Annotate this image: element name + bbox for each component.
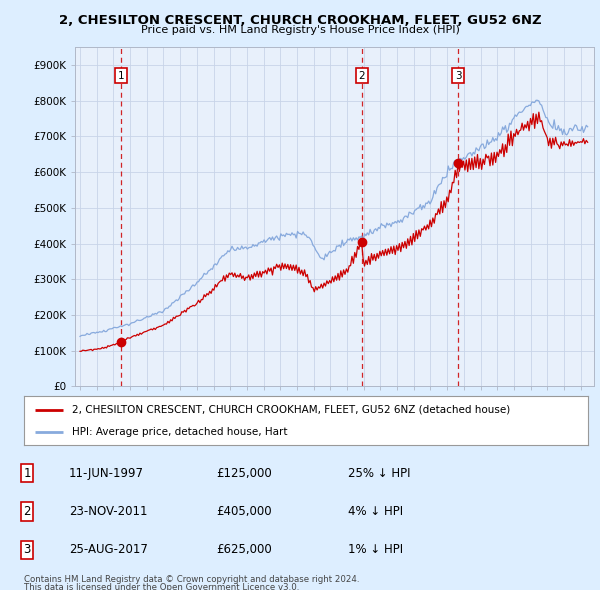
Text: This data is licensed under the Open Government Licence v3.0.: This data is licensed under the Open Gov… (24, 583, 299, 590)
Text: 1% ↓ HPI: 1% ↓ HPI (348, 543, 403, 556)
Text: 11-JUN-1997: 11-JUN-1997 (69, 467, 144, 480)
Text: 4% ↓ HPI: 4% ↓ HPI (348, 505, 403, 518)
Text: 2: 2 (23, 505, 31, 518)
Text: 3: 3 (455, 71, 461, 81)
Text: 23-NOV-2011: 23-NOV-2011 (69, 505, 148, 518)
Text: 2, CHESILTON CRESCENT, CHURCH CROOKHAM, FLEET, GU52 6NZ (detached house): 2, CHESILTON CRESCENT, CHURCH CROOKHAM, … (72, 405, 510, 415)
Text: 25-AUG-2017: 25-AUG-2017 (69, 543, 148, 556)
Text: HPI: Average price, detached house, Hart: HPI: Average price, detached house, Hart (72, 427, 287, 437)
Text: £125,000: £125,000 (216, 467, 272, 480)
Text: 2, CHESILTON CRESCENT, CHURCH CROOKHAM, FLEET, GU52 6NZ: 2, CHESILTON CRESCENT, CHURCH CROOKHAM, … (59, 14, 541, 27)
Text: 1: 1 (23, 467, 31, 480)
Text: £625,000: £625,000 (216, 543, 272, 556)
Text: 2: 2 (359, 71, 365, 81)
Text: 3: 3 (23, 543, 31, 556)
Text: Contains HM Land Registry data © Crown copyright and database right 2024.: Contains HM Land Registry data © Crown c… (24, 575, 359, 584)
Text: 25% ↓ HPI: 25% ↓ HPI (348, 467, 410, 480)
Text: £405,000: £405,000 (216, 505, 272, 518)
Text: Price paid vs. HM Land Registry's House Price Index (HPI): Price paid vs. HM Land Registry's House … (140, 25, 460, 35)
Text: 1: 1 (118, 71, 124, 81)
